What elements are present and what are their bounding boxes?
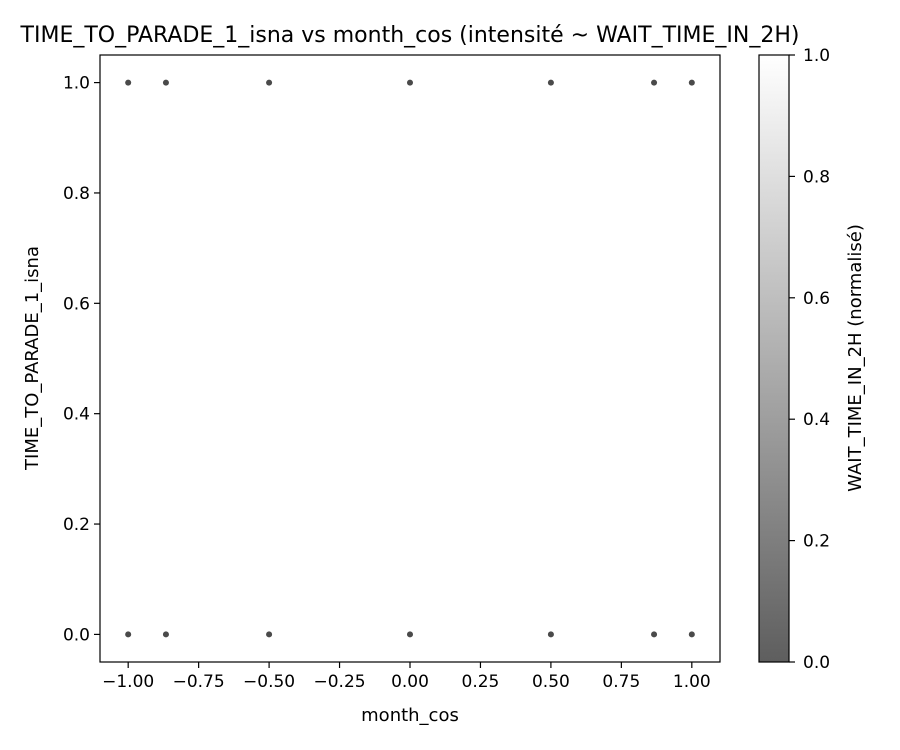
data-point-8 <box>162 631 169 638</box>
y-tick-label-0: 0.0 <box>63 625 90 645</box>
y-tick-label-3: 0.6 <box>63 294 90 314</box>
data-point-5 <box>651 79 658 86</box>
data-point-4 <box>547 79 554 86</box>
colorbar-tick-label-0: 0.0 <box>803 653 830 673</box>
x-tick-label-8: 1.00 <box>673 672 711 692</box>
colorbar-tick-label-4: 0.8 <box>803 167 830 187</box>
data-point-7 <box>125 631 132 638</box>
colorbar-tick-label-3: 0.6 <box>803 289 830 309</box>
plot-frame <box>99 54 721 663</box>
x-tick-label-2: −0.50 <box>243 672 295 692</box>
x-tick-label-7: 0.75 <box>602 672 640 692</box>
data-point-10 <box>407 631 413 638</box>
colorbar: 0.0 0.2 0.4 0.6 0.8 1.0 <box>758 46 830 673</box>
x-tick-label-6: 0.50 <box>532 672 570 692</box>
y-tick-label-5: 1.0 <box>63 74 90 94</box>
x-tick-label-0: −1.00 <box>102 672 154 692</box>
data-point-0 <box>125 79 132 86</box>
data-point-2 <box>266 79 273 86</box>
y-tick-label-4: 0.8 <box>63 184 90 204</box>
colorbar-tick-label-5: 1.0 <box>803 46 830 66</box>
data-point-11 <box>547 631 554 638</box>
y-tick-label-2: 0.4 <box>63 405 90 425</box>
colorbar-gradient <box>758 54 790 663</box>
colorbar-label: WAIT_TIME_IN_2H (normalisé) <box>845 224 866 492</box>
plot-area: −1.00 −0.75 −0.50 −0.25 0.00 0.25 0.50 0.75 1.00… <box>63 54 721 692</box>
data-point-12 <box>651 631 658 638</box>
data-point-13 <box>688 631 695 638</box>
colorbar-tick-label-1: 0.2 <box>803 532 830 552</box>
data-point-3 <box>407 79 413 86</box>
x-tick-label-1: −0.75 <box>173 672 225 692</box>
x-axis-label: month_cos <box>361 705 459 726</box>
x-tick-label-4: 0.00 <box>391 672 429 692</box>
data-point-6 <box>688 79 695 86</box>
data-point-1 <box>162 79 169 86</box>
x-tick-label-3: −0.25 <box>313 672 365 692</box>
x-tick-label-5: 0.25 <box>462 672 500 692</box>
data-point-9 <box>266 631 273 638</box>
y-axis-label: TIME_TO_PARADE_1_isna <box>22 246 43 471</box>
chart-title: TIME_TO_PARADE_1_isna vs month_cos (inte… <box>20 23 800 48</box>
y-tick-label-1: 0.2 <box>63 515 90 535</box>
colorbar-tick-label-2: 0.4 <box>803 410 830 430</box>
